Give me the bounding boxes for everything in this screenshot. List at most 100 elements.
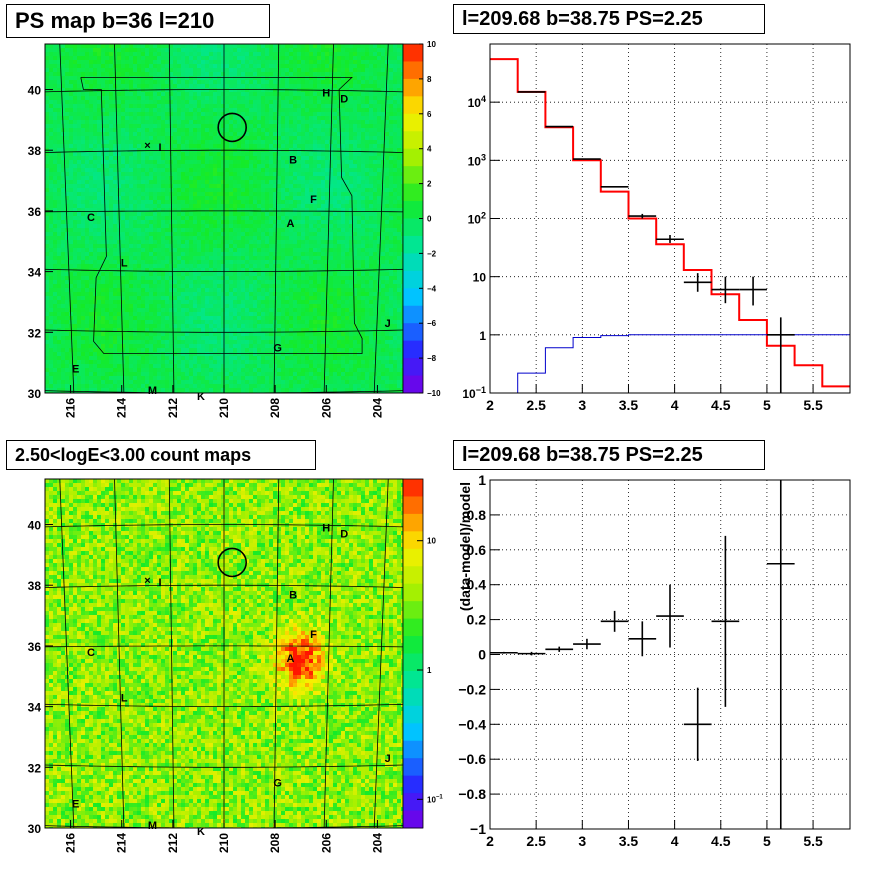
map-pixel [189,188,193,192]
map-pixel [141,48,145,52]
map-pixel [133,336,137,340]
map-pixel [69,128,73,132]
map-pixel [189,288,193,292]
map-pixel [225,60,229,64]
map-pixel [149,260,153,264]
map-pixel [165,380,169,384]
map-pixel [261,196,265,200]
map-pixel [129,176,133,180]
map-pixel [77,376,81,380]
map-pixel [177,72,181,76]
map-pixel [137,180,141,184]
map-pixel [97,296,101,300]
map-pixel [177,80,181,84]
map-pixel [249,340,253,344]
map-pixel [93,108,97,112]
map-pixel [177,220,181,224]
map-pixel [205,256,209,260]
map-pixel [229,260,233,264]
map-pixel [109,80,113,84]
map-pixel [185,84,189,88]
map-pixel [137,228,141,232]
map-pixel [257,228,261,232]
map-pixel [217,244,221,248]
map-pixel [61,176,65,180]
map-pixel [57,44,61,48]
map-pixel [189,296,193,300]
map-pixel [161,376,165,380]
map-pixel [225,364,229,368]
map-pixel [81,92,85,96]
map-pixel [229,168,233,172]
map-pixel [53,244,57,248]
map-pixel [97,68,101,72]
map-pixel [225,284,229,288]
map-pixel [181,64,185,68]
map-pixel [145,372,149,376]
map-pixel [209,164,213,168]
map-pixel [201,196,205,200]
map-pixel [45,308,49,312]
map-pixel [121,212,125,216]
map-pixel [193,44,197,48]
map-pixel [49,184,53,188]
map-pixel [237,284,241,288]
map-pixel [89,232,93,236]
map-pixel [217,344,221,348]
map-pixel [53,352,57,356]
map-pixel [193,368,197,372]
map-pixel [45,312,49,316]
map-pixel [217,112,221,116]
map-pixel [121,288,125,292]
map-pixel [49,368,53,372]
map-pixel [237,104,241,108]
map-pixel [89,372,93,376]
map-pixel [73,64,77,68]
map-pixel [189,320,193,324]
map-pixel [57,144,61,148]
map-pixel [269,236,273,240]
map-pixel [45,44,49,48]
map-pixel [213,236,217,240]
map-pixel [81,124,85,128]
map-pixel [149,212,153,216]
map-pixel [137,336,141,340]
map-pixel [217,348,221,352]
map-pixel [213,340,217,344]
map-pixel [237,172,241,176]
map-pixel [73,184,77,188]
map-pixel [229,76,233,80]
map-pixel [269,260,273,264]
map-pixel [137,332,141,336]
map-pixel [185,288,189,292]
map-pixel [137,384,141,388]
map-pixel [193,340,197,344]
map-pixel [45,128,49,132]
map-pixel [237,376,241,380]
map-pixel [53,336,57,340]
map-pixel [269,152,273,156]
map-pixel [149,108,153,112]
map-pixel [129,112,133,116]
map-pixel [217,236,221,240]
map-pixel [121,336,125,340]
map-pixel [61,216,65,220]
map-pixel [113,80,117,84]
map-pixel [249,160,253,164]
map-pixel [253,72,257,76]
map-pixel [217,328,221,332]
map-pixel [61,184,65,188]
map-pixel [189,236,193,240]
map-pixel [269,68,273,72]
map-pixel [113,168,117,172]
map-pixel [53,108,57,112]
map-pixel [269,244,273,248]
map-pixel [85,348,89,352]
map-pixel [129,332,133,336]
map-pixel [205,232,209,236]
map-pixel [237,120,241,124]
map-pixel [77,384,81,388]
map-pixel [97,192,101,196]
map-pixel [209,340,213,344]
map-pixel [157,344,161,348]
